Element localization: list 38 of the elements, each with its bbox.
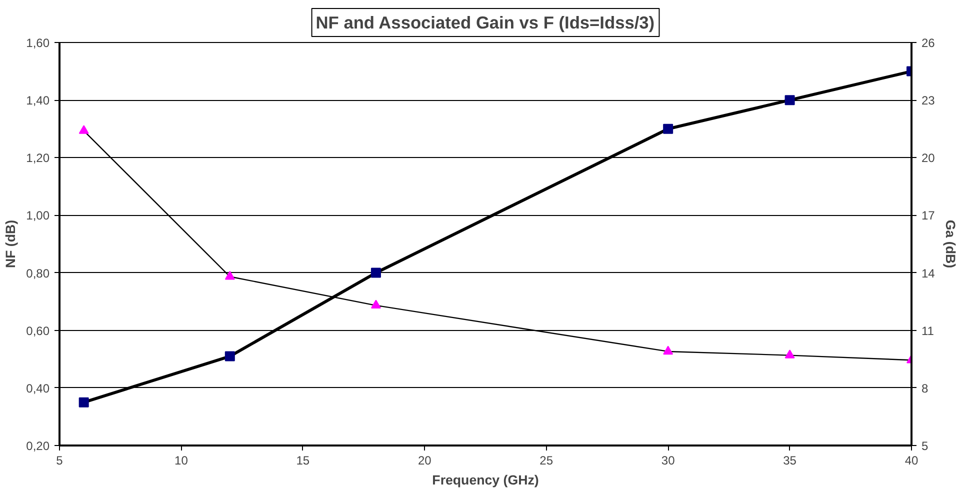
- x-tick-label: 20: [418, 454, 432, 468]
- y2-tick-label: 11: [922, 324, 934, 338]
- x-tick-label: 35: [783, 454, 797, 468]
- y-tick-label: 0,40: [26, 381, 50, 396]
- y-tick-label: 1,40: [26, 94, 50, 108]
- point: [224, 270, 235, 280]
- point: [78, 397, 89, 408]
- point: [784, 95, 795, 106]
- x-tick-label: 30: [661, 454, 676, 468]
- y2-tick-label: 8: [922, 381, 928, 396]
- y2-tick-label: 20: [922, 151, 936, 166]
- x-tick-label: 40: [904, 454, 918, 468]
- y-tick-label: 0,20: [26, 439, 50, 453]
- point: [784, 350, 795, 358]
- y-tick-label: 1,60: [26, 36, 50, 50]
- point: [224, 351, 235, 362]
- y2-tick-label: 5: [922, 439, 928, 453]
- point: [370, 300, 381, 309]
- y-tick-label: 1,00: [26, 208, 50, 223]
- x-tick-label: 25: [540, 454, 554, 468]
- y2-tick-label: 17: [922, 208, 936, 223]
- point: [663, 124, 674, 134]
- y2-axis-title: Ga (dB): [942, 220, 958, 268]
- x-axis-title: Frequency (GHz): [432, 472, 539, 488]
- x-tick-label: 5: [56, 454, 64, 468]
- chart-title: NF and Associated Gain vs F (Ids=Idss/3): [316, 12, 655, 32]
- y2-tick-label: 23: [922, 94, 936, 108]
- point: [78, 125, 89, 134]
- x-tick-label: 15: [296, 454, 310, 468]
- y2-tick-label: 26: [922, 36, 936, 50]
- y-tick-label: 0,80: [26, 266, 50, 280]
- point: [663, 346, 674, 355]
- y-tick-label: 0,60: [26, 324, 50, 338]
- y-tick-label: 1,20: [26, 151, 50, 166]
- y2-tick-label: 14: [922, 266, 936, 280]
- x-tick-label: 10: [174, 454, 188, 468]
- point: [370, 268, 381, 278]
- y-axis-title: NF (dB): [3, 220, 18, 268]
